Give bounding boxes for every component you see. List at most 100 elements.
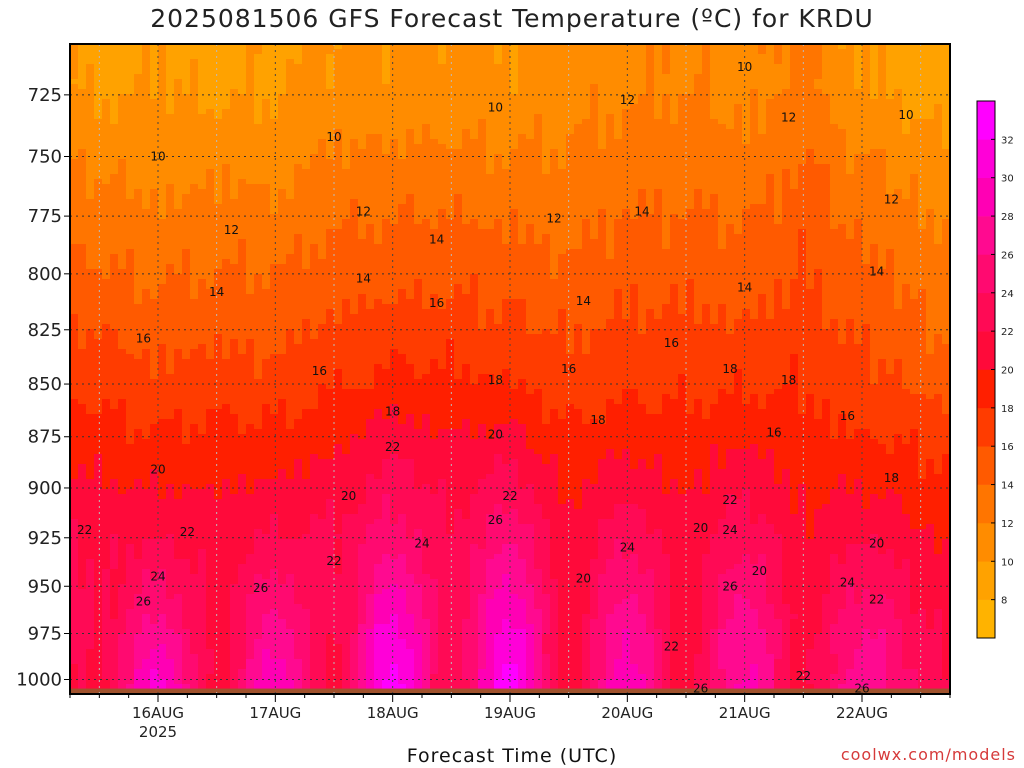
field-cell bbox=[358, 604, 367, 610]
field-cell bbox=[118, 189, 127, 195]
field-cell bbox=[318, 329, 327, 335]
field-cell bbox=[214, 149, 223, 155]
field-cell bbox=[350, 74, 359, 80]
field-cell bbox=[230, 364, 239, 370]
field-cell bbox=[182, 604, 191, 610]
field-cell bbox=[278, 74, 287, 80]
field-cell bbox=[222, 74, 231, 80]
field-cell bbox=[190, 419, 199, 425]
field-cell bbox=[142, 199, 151, 205]
field-cell bbox=[230, 109, 239, 115]
field-cell bbox=[366, 669, 375, 675]
field-cell bbox=[302, 144, 311, 150]
field-cell bbox=[222, 489, 231, 495]
field-cell bbox=[94, 204, 103, 210]
field-cell bbox=[94, 369, 103, 375]
field-cell bbox=[94, 99, 103, 105]
field-cell bbox=[286, 574, 295, 580]
field-cell bbox=[198, 314, 207, 320]
field-cell bbox=[318, 454, 327, 460]
field-cell bbox=[254, 69, 263, 75]
field-cell bbox=[342, 484, 351, 490]
field-cell bbox=[70, 639, 79, 645]
field-cell bbox=[222, 404, 231, 410]
field-cell bbox=[342, 399, 351, 405]
field-cell bbox=[270, 259, 279, 265]
field-cell bbox=[214, 549, 223, 555]
field-cell bbox=[334, 254, 343, 260]
field-cell bbox=[270, 514, 279, 520]
field-cell bbox=[190, 364, 199, 370]
field-cell bbox=[190, 284, 199, 290]
field-cell bbox=[262, 629, 271, 635]
field-cell bbox=[310, 389, 319, 395]
field-cell bbox=[126, 594, 135, 600]
field-cell bbox=[206, 624, 215, 630]
field-cell bbox=[126, 299, 135, 305]
field-cell bbox=[366, 184, 375, 190]
field-cell bbox=[174, 564, 183, 570]
field-cell bbox=[302, 344, 311, 350]
field-cell bbox=[358, 574, 367, 580]
field-cell bbox=[70, 319, 79, 325]
field-cell bbox=[94, 314, 103, 320]
field-cell bbox=[134, 589, 143, 595]
field-cell bbox=[70, 179, 79, 185]
field-cell bbox=[214, 449, 223, 455]
field-cell bbox=[118, 644, 127, 650]
field-cell bbox=[230, 289, 239, 295]
field-cell bbox=[262, 159, 271, 165]
field-cell bbox=[94, 554, 103, 560]
field-cell bbox=[334, 259, 343, 265]
field-cell bbox=[254, 329, 263, 335]
field-cell bbox=[190, 619, 199, 625]
field-cell bbox=[206, 249, 215, 255]
field-cell bbox=[302, 259, 311, 265]
field-cell bbox=[342, 224, 351, 230]
field-cell bbox=[70, 664, 79, 670]
field-cell bbox=[366, 174, 375, 180]
field-cell bbox=[254, 599, 263, 605]
field-cell bbox=[254, 294, 263, 300]
field-cell bbox=[230, 239, 239, 245]
field-cell bbox=[190, 609, 199, 615]
field-cell bbox=[318, 339, 327, 345]
field-cell bbox=[334, 44, 343, 50]
field-cell bbox=[254, 634, 263, 640]
field-cell bbox=[238, 359, 247, 365]
field-cell bbox=[246, 289, 255, 295]
field-cell bbox=[70, 284, 79, 290]
field-cell bbox=[174, 84, 183, 90]
field-cell bbox=[102, 94, 111, 100]
field-cell bbox=[286, 199, 295, 205]
field-cell bbox=[342, 139, 351, 145]
field-cell bbox=[294, 444, 303, 450]
field-cell bbox=[198, 484, 207, 490]
field-cell bbox=[102, 314, 111, 320]
field-cell bbox=[118, 399, 127, 405]
field-cell bbox=[286, 544, 295, 550]
field-cell bbox=[142, 559, 151, 565]
field-cell bbox=[334, 249, 343, 255]
field-cell bbox=[270, 349, 279, 355]
field-cell bbox=[350, 569, 359, 575]
field-cell bbox=[262, 354, 271, 360]
field-cell bbox=[334, 599, 343, 605]
field-cell bbox=[78, 529, 87, 535]
field-cell bbox=[126, 309, 135, 315]
field-cell bbox=[326, 234, 335, 240]
field-cell bbox=[190, 339, 199, 345]
field-cell bbox=[150, 629, 159, 635]
field-cell bbox=[238, 294, 247, 300]
field-cell bbox=[118, 64, 127, 70]
field-cell bbox=[254, 434, 263, 440]
field-cell bbox=[326, 549, 335, 555]
field-cell bbox=[294, 599, 303, 605]
field-cell bbox=[126, 639, 135, 645]
field-cell bbox=[182, 139, 191, 145]
field-cell bbox=[198, 104, 207, 110]
field-cell bbox=[350, 109, 359, 115]
field-cell bbox=[166, 479, 175, 485]
field-cell bbox=[214, 374, 223, 380]
field-cell bbox=[70, 394, 79, 400]
